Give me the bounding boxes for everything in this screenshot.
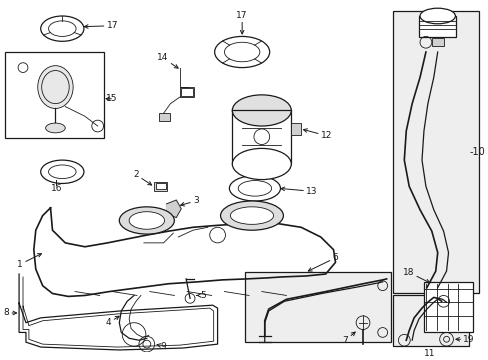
Text: 13: 13 (281, 187, 317, 196)
Ellipse shape (220, 201, 283, 230)
Text: 12: 12 (303, 129, 331, 140)
Text: 19: 19 (455, 335, 474, 344)
Text: 17: 17 (84, 21, 118, 30)
Bar (392, 296, 468, 346)
Text: 9: 9 (157, 342, 166, 351)
Ellipse shape (232, 148, 291, 180)
Text: 15: 15 (105, 94, 117, 103)
Text: 14: 14 (157, 53, 178, 68)
Bar (181, 88, 193, 96)
Text: 8: 8 (3, 309, 17, 318)
Text: 2: 2 (133, 170, 151, 185)
Text: 6: 6 (307, 253, 338, 271)
Text: 16: 16 (51, 184, 62, 193)
Bar (158, 113, 170, 121)
Bar (418, 16, 455, 37)
Polygon shape (166, 200, 181, 217)
Bar (423, 282, 472, 332)
Ellipse shape (129, 212, 164, 229)
Polygon shape (34, 208, 335, 296)
Text: -10: -10 (468, 147, 484, 157)
Bar (5, 52, 103, 138)
Polygon shape (19, 274, 217, 350)
Bar (244, 272, 390, 342)
Text: 5: 5 (197, 291, 205, 300)
Ellipse shape (45, 123, 65, 133)
Text: 1: 1 (17, 254, 41, 269)
Bar (232, 111, 291, 164)
Text: 18: 18 (402, 267, 429, 283)
Text: 11: 11 (423, 349, 435, 358)
Bar (155, 184, 165, 189)
Ellipse shape (38, 66, 73, 108)
Bar (153, 181, 167, 191)
Text: 4: 4 (105, 316, 119, 327)
Ellipse shape (419, 8, 454, 24)
Bar (180, 87, 194, 97)
Text: 7: 7 (342, 332, 354, 345)
Bar (431, 39, 443, 46)
Ellipse shape (230, 207, 273, 224)
Text: 3: 3 (180, 197, 198, 206)
Bar (392, 11, 478, 293)
Bar (291, 123, 301, 135)
Ellipse shape (232, 95, 291, 126)
Ellipse shape (119, 207, 174, 234)
Text: 17: 17 (236, 10, 247, 34)
